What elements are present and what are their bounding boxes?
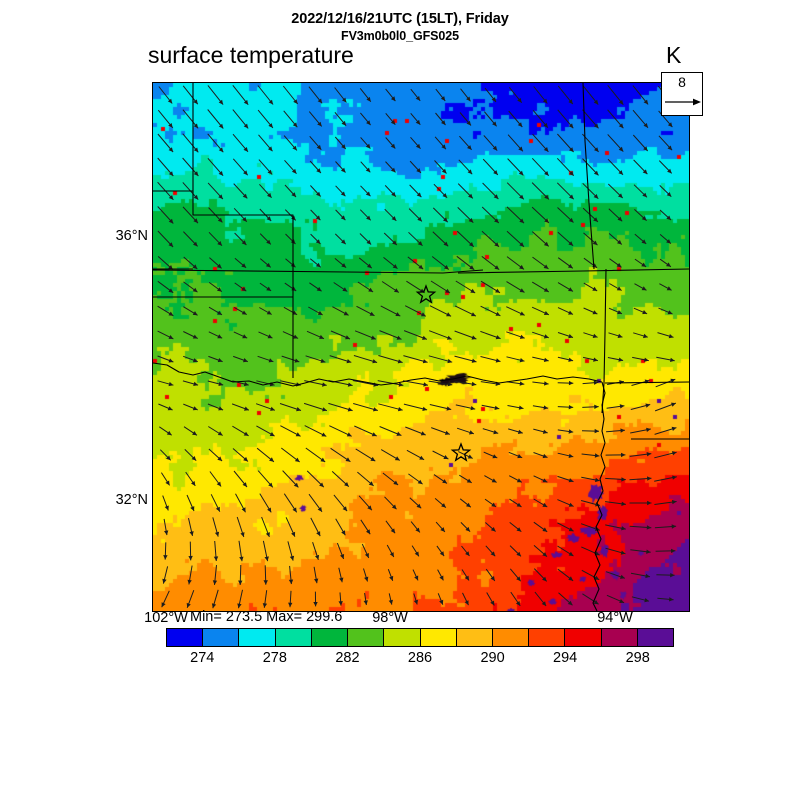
colorbar-tick-282: 282 <box>335 650 360 666</box>
lon-tick-label-98: 98°W <box>372 610 408 626</box>
map-plot-area[interactable] <box>152 82 690 612</box>
station-star-north <box>415 284 437 304</box>
colorbar-cell-1[interactable] <box>203 629 240 646</box>
chart-title: 2022/12/16/21UTC (15LT), Friday <box>291 11 509 27</box>
colorbar-cell-12[interactable] <box>601 629 638 646</box>
colorbar-cell-7[interactable] <box>420 629 457 646</box>
colorbar[interactable]: 274 278 282 286 290 294 298 <box>166 628 674 666</box>
colorbar-cell-3[interactable] <box>275 629 312 646</box>
colorbar-cell-11[interactable] <box>565 629 602 646</box>
arrow-right-icon <box>665 98 701 106</box>
colorbar-cell-8[interactable] <box>456 629 493 646</box>
units-label: K <box>666 42 682 68</box>
colorbar-cell-0[interactable] <box>167 629 204 646</box>
colorbar-cell-2[interactable] <box>239 629 276 646</box>
reference-vector-value: 8 <box>678 74 686 90</box>
colorbar-cell-10[interactable] <box>529 629 566 646</box>
field-name-label: surface temperature <box>148 42 354 68</box>
temperature-field-canvas <box>153 83 689 611</box>
colorbar-tick-298: 298 <box>625 650 650 666</box>
chart-subtitle: FV3m0b0l0_GFS025 <box>341 29 459 43</box>
minmax-annotation: Min= 273.5 Max= 299.6 <box>190 609 343 625</box>
reference-vector-box: 8 <box>661 72 703 116</box>
lon-tick-label-102: 102°W <box>144 610 188 626</box>
colorbar-tick-278: 278 <box>262 650 287 666</box>
colorbar-cell-6[interactable] <box>384 629 421 646</box>
station-star-south <box>450 442 472 462</box>
colorbar-cell-13[interactable] <box>637 629 674 646</box>
wind-vector-layer <box>157 84 677 609</box>
colorbar-cell-5[interactable] <box>348 629 385 646</box>
colorbar-cell-9[interactable] <box>492 629 530 646</box>
colorbar-tick-294: 294 <box>553 650 578 666</box>
colorbar-swatches[interactable] <box>166 628 674 647</box>
lat-tick-label-32: 32°N <box>115 492 148 508</box>
colorbar-tick-274: 274 <box>190 650 215 666</box>
lat-tick-label-36: 36°N <box>115 228 148 244</box>
lon-tick-label-94: 94°W <box>597 610 633 626</box>
map-overlay-layer <box>153 83 689 611</box>
colorbar-tick-286: 286 <box>407 650 433 666</box>
colorbar-cell-4[interactable] <box>311 629 349 646</box>
colorbar-tick-290: 290 <box>480 650 505 666</box>
